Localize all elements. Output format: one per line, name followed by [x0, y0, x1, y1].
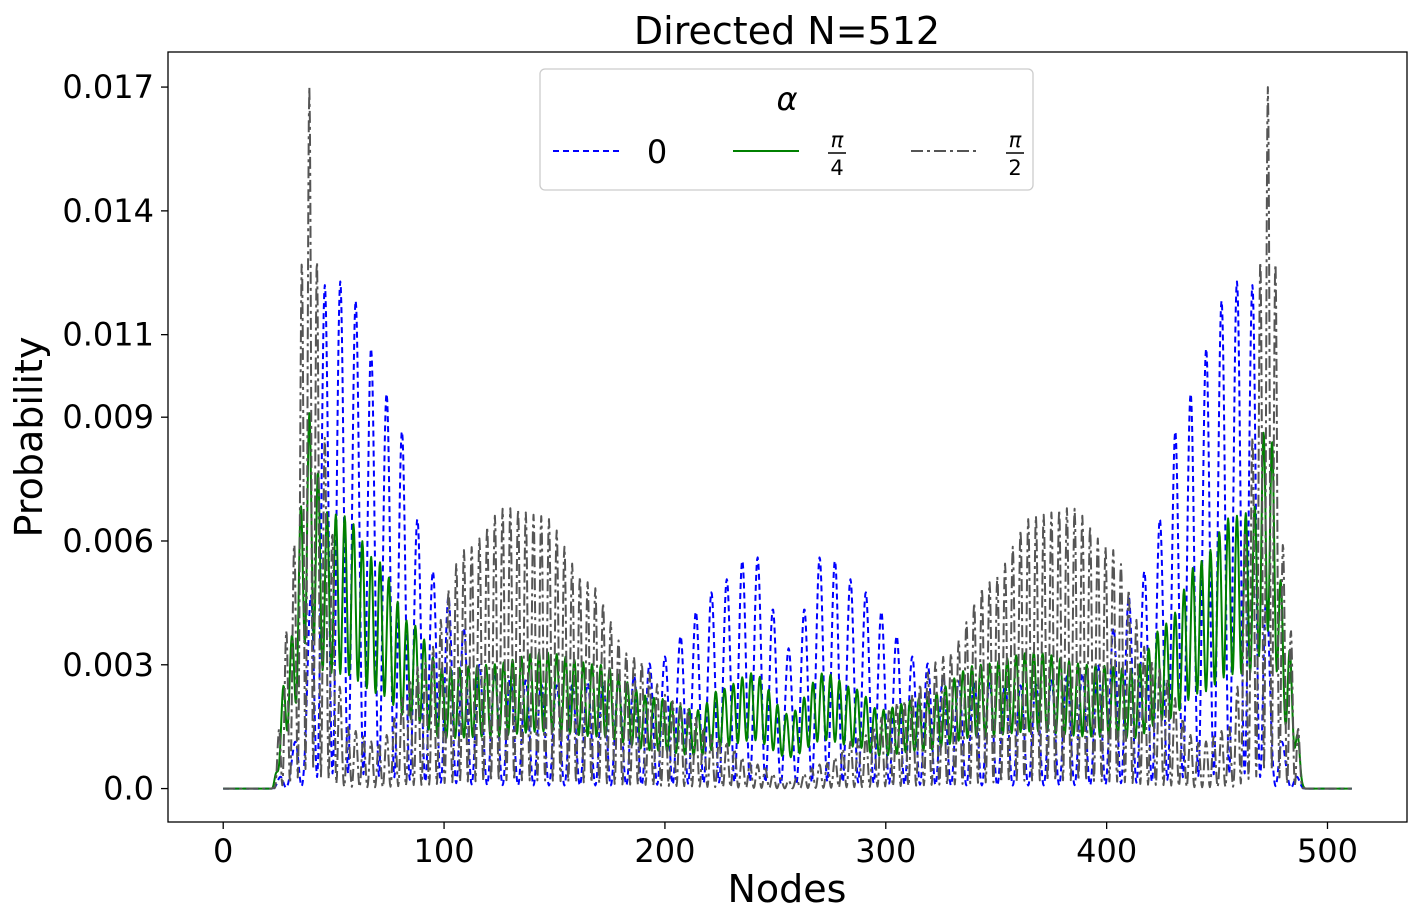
legend-entries: 0 π 4 π 2 [553, 128, 1024, 180]
y-tick-label: 0.003 [62, 646, 154, 684]
legend-label: 0 [647, 133, 667, 171]
y-tick-label: 0.009 [62, 398, 154, 436]
y-axis: 0.0 0.003 0.006 0.009 0.011 0.014 0.017 [62, 68, 168, 808]
legend: α 0 π 4 π 2 [539, 68, 1034, 191]
chart-title: Directed N=512 [634, 9, 940, 53]
x-axis: 0 100 200 300 400 500 [213, 822, 1358, 870]
x-tick-label: 0 [213, 832, 233, 870]
y-tick-label: 0.011 [62, 316, 154, 354]
y-tick-label: 0.006 [62, 522, 154, 560]
legend-label-denominator: 4 [830, 156, 843, 180]
y-tick-label: 0.017 [62, 68, 154, 106]
legend-label-denominator: 2 [1008, 156, 1021, 180]
x-tick-label: 300 [855, 832, 916, 870]
plot-area [167, 51, 1408, 823]
legend-label-numerator: π [831, 128, 844, 152]
series-line [222, 86, 1353, 790]
plot-frame [167, 51, 1408, 823]
x-tick-label: 200 [634, 832, 695, 870]
y-tick-label: 0.014 [62, 192, 154, 230]
series-layer [222, 86, 1353, 790]
y-tick-label: 0.0 [103, 770, 154, 808]
legend-label-numerator: π [1009, 128, 1022, 152]
legend-title: α [776, 80, 797, 118]
x-axis-label: Nodes [728, 867, 847, 911]
legend-box [539, 68, 1034, 191]
y-axis-label: Probability [7, 337, 51, 538]
x-tick-label: 100 [414, 832, 475, 870]
x-tick-label: 400 [1076, 832, 1137, 870]
x-tick-label: 500 [1297, 832, 1358, 870]
